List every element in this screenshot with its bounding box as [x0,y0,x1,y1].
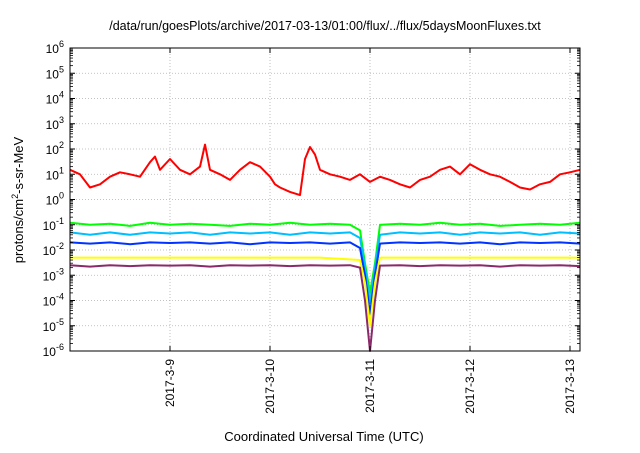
axes: 10-610-510-410-310-210-11001011021031041… [43,39,580,414]
y-tick-base: 10 [46,194,60,208]
series-line-1 [69,143,581,197]
series-line-2 [69,221,581,294]
y-tick-label: 105 [46,64,64,81]
y-tick-exponent: -5 [56,317,64,327]
y-tick-base: 10 [43,219,57,233]
x-tick-label: 2017-3-9 [163,359,177,407]
y-tick-label: 10-3 [43,266,64,283]
y-axis-title: protons/cm2-s-sr-MeV [10,136,26,263]
y-tick-exponent: -1 [56,216,64,226]
y-tick-exponent: -6 [56,342,64,352]
y-tick-label: 102 [46,140,64,157]
series-line-6 [69,264,581,352]
series-line-5 [70,256,580,327]
y-tick-label: 101 [46,165,64,182]
y-tick-base: 10 [46,118,60,132]
y-tick-exponent: -4 [56,292,64,302]
y-axis-title-suffix: -s-sr-MeV [11,136,26,193]
y-tick-exponent: -3 [56,266,64,276]
y-axis-title-superscript: 2 [10,194,20,199]
chart-title: /data/run/goesPlots/archive/2017-03-13/0… [109,19,541,33]
y-tick-label: 100 [46,191,64,208]
x-tick-label: 2017-3-13 [563,359,577,414]
x-tick-label: 2017-3-11 [363,359,377,413]
y-tick-exponent: 0 [59,191,64,201]
series-line-3 [69,231,581,304]
y-tick-label: 10-6 [43,342,64,359]
series-group [69,143,581,352]
y-tick-label: 103 [46,115,64,132]
x-tick-label: 2017-3-10 [263,359,277,414]
y-tick-base: 10 [46,67,60,81]
x-tick-label: 2017-3-12 [463,359,477,414]
y-tick-base: 10 [43,269,57,283]
y-tick-base: 10 [43,320,57,334]
y-tick-exponent: 5 [59,64,64,74]
x-axis-title: Coordinated Universal Time (UTC) [224,429,423,444]
y-tick-exponent: -2 [56,241,64,251]
y-tick-exponent: 3 [59,115,64,125]
y-tick-label: 106 [46,39,64,56]
y-tick-exponent: 1 [59,165,64,175]
y-tick-base: 10 [43,295,57,309]
series-line-4 [69,241,581,315]
y-tick-base: 10 [46,42,60,56]
y-tick-base: 10 [46,168,60,182]
y-tick-exponent: 4 [59,90,64,100]
y-tick-exponent: 6 [59,39,64,49]
y-tick-label: 10-5 [43,317,64,334]
y-tick-label: 10-2 [43,241,64,258]
y-tick-exponent: 2 [59,140,64,150]
y-tick-base: 10 [46,143,60,157]
y-tick-label: 104 [46,90,64,107]
y-tick-base: 10 [46,93,60,107]
grid [70,48,580,351]
y-tick-base: 10 [43,345,57,359]
y-tick-base: 10 [43,244,57,258]
y-tick-label: 10-1 [43,216,64,233]
y-tick-label: 10-4 [43,292,64,309]
y-axis-title-prefix: protons/cm [11,199,26,263]
